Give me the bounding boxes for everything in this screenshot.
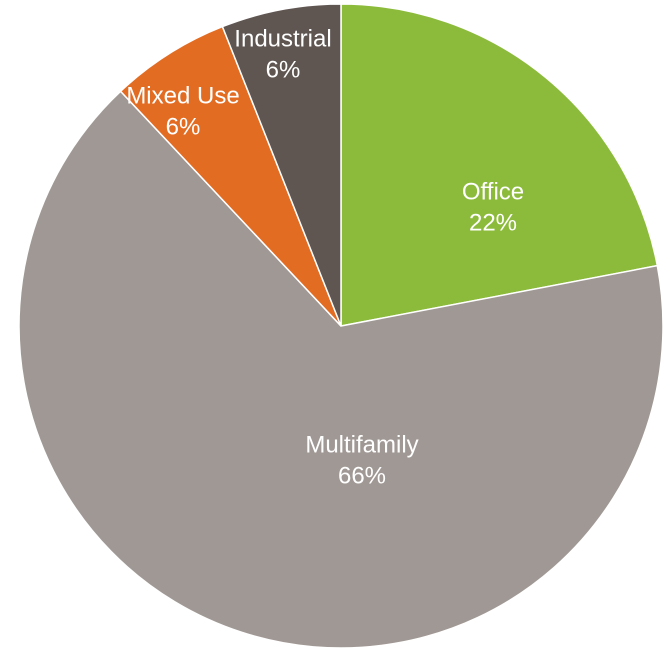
slice-category-label: Multifamily: [305, 431, 418, 458]
slice-category-label: Mixed Use: [126, 82, 239, 109]
pie-slice: [119, 25, 342, 327]
pie-slice: [340, 3, 659, 327]
slice-value-label: 66%: [338, 462, 386, 489]
slice-category-label: Industrial: [234, 25, 331, 52]
pie-slice: [221, 3, 342, 327]
slice-value-label: 22%: [469, 209, 517, 236]
slice-value-label: 6%: [166, 113, 201, 140]
slice-value-label: 6%: [266, 56, 301, 83]
pie-slice: [18, 90, 664, 649]
slice-category-label: Office: [462, 178, 524, 205]
